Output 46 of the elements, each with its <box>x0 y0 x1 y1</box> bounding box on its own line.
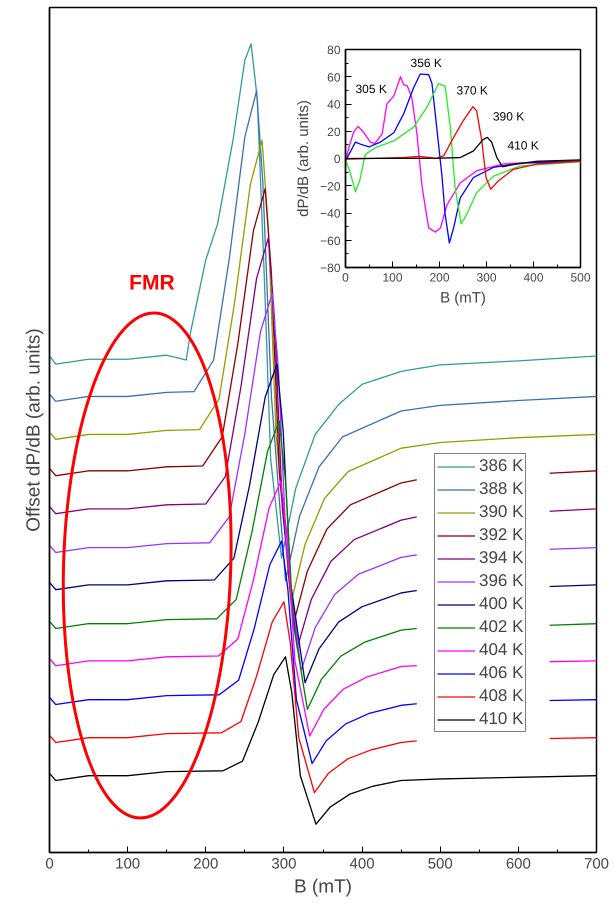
legend-label: 410 K <box>479 709 524 729</box>
y-tick-label: −40 <box>320 206 341 220</box>
y-tick-label: −60 <box>320 234 341 248</box>
series-label: 305 K <box>355 82 387 96</box>
series-label: 356 K <box>410 56 442 70</box>
legend-label: 400 K <box>479 594 524 614</box>
x-tick-label: 700 <box>584 856 610 872</box>
x-tick-label: 400 <box>350 856 375 872</box>
x-tick-label: 200 <box>193 856 218 872</box>
y-tick-label: 80 <box>327 43 341 57</box>
x-tick-label: 500 <box>428 856 453 872</box>
legend-label: 406 K <box>479 663 524 683</box>
legend-label: 390 K <box>479 502 524 522</box>
legend-label: 396 K <box>479 571 524 591</box>
x-tick-label: 400 <box>523 270 544 284</box>
x-tick-label: 300 <box>476 270 497 284</box>
y-axis-title: dP/dB (arb. units) <box>295 100 312 217</box>
annotation: FMR <box>129 272 175 295</box>
x-tick-label: 300 <box>271 856 296 872</box>
x-tick-label: 600 <box>506 856 531 872</box>
series-label: 410 K <box>507 138 539 152</box>
series-label: 370 K <box>456 84 488 98</box>
x-tick-label: 500 <box>570 270 591 284</box>
legend-label: 404 K <box>479 640 524 660</box>
legend-label: 408 K <box>479 686 524 706</box>
line-series <box>346 106 580 190</box>
y-tick-label: 20 <box>327 124 341 139</box>
legend-label: 394 K <box>479 548 524 568</box>
series-label: 402 K <box>479 617 524 637</box>
y-tick-label: −20 <box>320 179 341 194</box>
x-tick-label: 100 <box>382 270 403 284</box>
y-axis-title: Offset dP/dB (arb. units) <box>24 328 44 532</box>
series-label: 390 K <box>492 110 524 124</box>
y-tick-label: 40 <box>327 98 341 112</box>
legend-label: 386 K <box>479 456 524 476</box>
x-tick-label: 100 <box>115 856 140 872</box>
y-tick-label: −80 <box>320 261 341 275</box>
x-tick-label: 200 <box>429 270 450 284</box>
x-axis-title: B (mT) <box>440 290 486 306</box>
x-tick-label: 0 <box>342 270 350 284</box>
x-axis-title: B (mT) <box>294 876 352 898</box>
legend-label: 392 K <box>479 525 524 545</box>
legend-label: 388 K <box>479 479 524 499</box>
x-tick-label: 0 <box>45 856 54 872</box>
y-tick-label: 60 <box>327 70 341 84</box>
y-tick-label: 0 <box>334 152 341 166</box>
